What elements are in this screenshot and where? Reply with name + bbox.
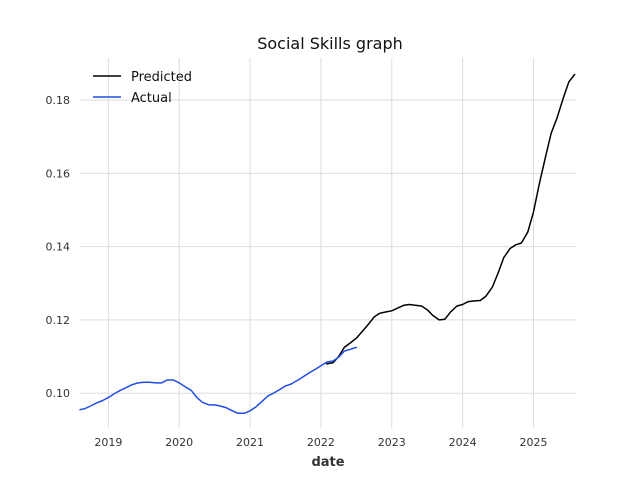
y-tick-label: 0.10 [46,387,71,400]
y-tick-labels: 0.10 0.12 0.14 0.16 0.18 [46,94,71,400]
x-tick-label: 2020 [165,436,193,449]
x-tick-label: 2021 [236,436,264,449]
y-tick-label: 0.14 [46,241,71,254]
x-tick-label: 2025 [519,436,547,449]
x-tick-label: 2024 [449,436,477,449]
y-tick-label: 0.12 [46,314,71,327]
x-axis-label: date [311,455,344,470]
y-tick-label: 0.18 [46,94,71,107]
y-tick-label: 0.16 [46,167,71,180]
x-gridlines [107,58,534,428]
chart-title: Social Skills graph [257,34,403,53]
y-gridlines [80,99,576,394]
legend-label-predicted: Predicted [131,70,192,85]
series-line-actual [79,346,358,415]
series-line-predicted [325,73,576,365]
legend: Predicted Actual [93,70,192,106]
x-tick-label: 2023 [378,436,406,449]
x-tick-label: 2019 [94,436,122,449]
x-tick-label: 2022 [307,436,335,449]
series-layer [79,73,576,415]
x-tick-labels: 2019 2020 2021 2022 2023 2024 2025 [94,436,547,449]
legend-label-actual: Actual [131,91,172,106]
